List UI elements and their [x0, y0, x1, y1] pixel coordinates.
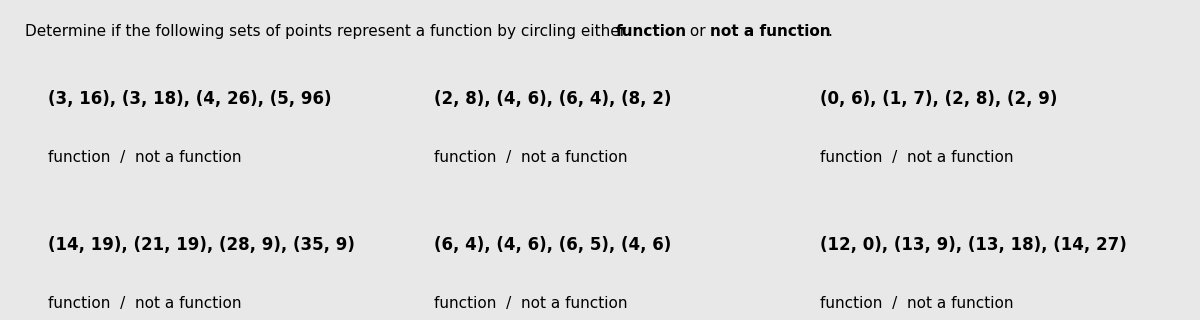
Text: function  /  not a function: function / not a function: [434, 296, 628, 311]
Text: function  /  not a function: function / not a function: [820, 296, 1014, 311]
Text: (0, 6), (1, 7), (2, 8), (2, 9): (0, 6), (1, 7), (2, 8), (2, 9): [820, 90, 1057, 108]
Text: function  /  not a function: function / not a function: [434, 150, 628, 165]
Text: (2, 8), (4, 6), (6, 4), (8, 2): (2, 8), (4, 6), (6, 4), (8, 2): [434, 90, 672, 108]
Text: (6, 4), (4, 6), (6, 5), (4, 6): (6, 4), (4, 6), (6, 5), (4, 6): [434, 236, 671, 254]
Text: function  /  not a function: function / not a function: [820, 150, 1014, 165]
Text: Determine if the following sets of points represent a function by circling eithe: Determine if the following sets of point…: [25, 24, 631, 39]
Text: (14, 19), (21, 19), (28, 9), (35, 9): (14, 19), (21, 19), (28, 9), (35, 9): [48, 236, 355, 254]
Text: function  /  not a function: function / not a function: [48, 150, 241, 165]
Text: (3, 16), (3, 18), (4, 26), (5, 96): (3, 16), (3, 18), (4, 26), (5, 96): [48, 90, 331, 108]
Text: function: function: [616, 24, 686, 39]
Text: .: .: [827, 24, 832, 39]
Text: or: or: [685, 24, 710, 39]
Text: not a function: not a function: [709, 24, 830, 39]
Text: function  /  not a function: function / not a function: [48, 296, 241, 311]
Text: (12, 0), (13, 9), (13, 18), (14, 27): (12, 0), (13, 9), (13, 18), (14, 27): [820, 236, 1127, 254]
